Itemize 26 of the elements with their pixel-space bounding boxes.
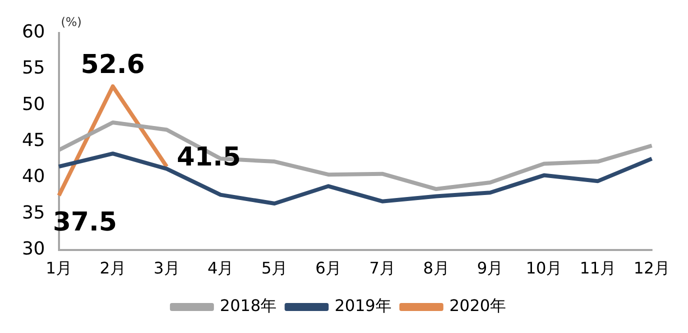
data-label: 37.5 (52, 207, 117, 238)
x-tick-label: 9月 (477, 258, 504, 278)
x-tick-label: 12月 (634, 258, 670, 278)
legend-label: 2020年 (449, 296, 506, 316)
y-tick-label: 40 (22, 166, 45, 188)
x-tick-label: 4月 (208, 258, 234, 278)
y-tick-label: 35 (22, 202, 45, 224)
x-tick-label: 5月 (261, 258, 288, 278)
x-tick-label: 6月 (315, 258, 342, 278)
x-tick-label: 2月 (100, 258, 126, 278)
y-axis-title: (%) (60, 14, 82, 29)
y-tick-label: 50 (22, 94, 45, 115)
x-tick-label: 11月 (580, 258, 616, 278)
data-label: 52.6 (80, 50, 145, 80)
x-tick-label: 3月 (154, 258, 180, 278)
x-tick-label: 1月 (46, 258, 72, 278)
y-tick-label: 60 (22, 21, 45, 42)
legend-label: 2019年 (334, 296, 392, 316)
legend-label: 2018年 (220, 296, 277, 316)
y-tick-label: 55 (22, 58, 45, 79)
x-tick-label: 10月 (526, 258, 562, 278)
y-tick-label: 45 (22, 130, 45, 151)
x-tick-label: 7月 (369, 258, 396, 278)
x-tick-label: 8月 (423, 258, 450, 278)
y-tick-label: 30 (22, 238, 45, 260)
data-label: 41.5 (176, 142, 241, 172)
